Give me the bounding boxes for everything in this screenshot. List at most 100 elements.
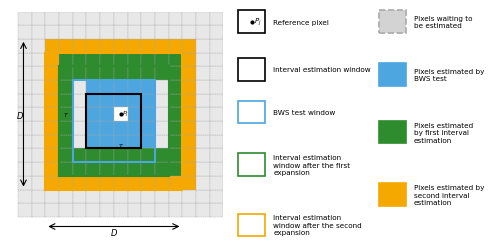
- Bar: [196, 94, 209, 108]
- Bar: [73, 190, 86, 203]
- Bar: [196, 190, 209, 203]
- Bar: [114, 67, 128, 81]
- Bar: [86, 12, 100, 26]
- Bar: [182, 204, 196, 217]
- Bar: [59, 81, 73, 94]
- Bar: [128, 67, 141, 81]
- Bar: [18, 122, 32, 135]
- Bar: [18, 108, 32, 122]
- Bar: [128, 108, 141, 122]
- Bar: [155, 122, 168, 135]
- Bar: [32, 26, 46, 40]
- Bar: [378, 64, 406, 86]
- Bar: [32, 81, 46, 94]
- Bar: [238, 214, 265, 236]
- Bar: [32, 122, 46, 135]
- Bar: [155, 40, 168, 54]
- Bar: [73, 67, 86, 81]
- Bar: [182, 162, 196, 176]
- Bar: [196, 204, 209, 217]
- Bar: [168, 149, 182, 162]
- Bar: [168, 204, 182, 217]
- Bar: [210, 135, 224, 149]
- Bar: [100, 54, 114, 67]
- Bar: [18, 67, 32, 81]
- Bar: [18, 54, 32, 67]
- Bar: [86, 162, 100, 176]
- Bar: [182, 40, 196, 54]
- Text: Interval estimation
window after the first
expansion: Interval estimation window after the fir…: [273, 154, 350, 176]
- Bar: [114, 81, 128, 94]
- Bar: [59, 176, 73, 190]
- Bar: [114, 135, 128, 149]
- Bar: [182, 135, 196, 149]
- Bar: [59, 26, 73, 40]
- Bar: [128, 176, 141, 190]
- Bar: [141, 26, 155, 40]
- Bar: [128, 40, 141, 54]
- Bar: [100, 135, 114, 149]
- Text: Interval estimation
window after the second
expansion: Interval estimation window after the sec…: [273, 214, 362, 236]
- Bar: [168, 190, 182, 203]
- Bar: [32, 190, 46, 203]
- Bar: [18, 204, 32, 217]
- Bar: [86, 54, 100, 67]
- Bar: [100, 122, 114, 135]
- Bar: [168, 176, 182, 190]
- Bar: [155, 94, 168, 108]
- Bar: [182, 67, 196, 81]
- Bar: [128, 81, 141, 94]
- Bar: [46, 122, 59, 135]
- Bar: [141, 12, 155, 26]
- Bar: [32, 67, 46, 81]
- Bar: [238, 11, 265, 34]
- Bar: [18, 40, 32, 54]
- Bar: [168, 122, 182, 135]
- Bar: [141, 122, 155, 135]
- Bar: [86, 40, 100, 54]
- Bar: [210, 204, 224, 217]
- Bar: [100, 204, 114, 217]
- Text: $D$: $D$: [16, 109, 24, 120]
- Bar: [141, 190, 155, 203]
- Bar: [168, 26, 182, 40]
- Bar: [128, 204, 141, 217]
- Bar: [182, 26, 196, 40]
- Bar: [18, 162, 32, 176]
- Bar: [155, 81, 168, 94]
- Bar: [73, 26, 86, 40]
- Bar: [210, 40, 224, 54]
- Bar: [32, 135, 46, 149]
- Bar: [73, 162, 86, 176]
- Bar: [73, 149, 86, 162]
- Bar: [182, 12, 196, 26]
- Bar: [100, 67, 114, 81]
- Text: $D$: $D$: [110, 226, 118, 237]
- Bar: [32, 149, 46, 162]
- Bar: [86, 108, 100, 122]
- Bar: [378, 184, 406, 206]
- Bar: [46, 67, 59, 81]
- Bar: [168, 108, 182, 122]
- Bar: [100, 190, 114, 203]
- Bar: [86, 122, 100, 135]
- Text: Pixels estimated
by first interval
estimation: Pixels estimated by first interval estim…: [414, 122, 473, 143]
- Bar: [196, 108, 209, 122]
- Bar: [86, 67, 100, 81]
- Bar: [73, 122, 86, 135]
- Bar: [155, 54, 168, 67]
- Bar: [18, 12, 32, 26]
- Bar: [182, 108, 196, 122]
- Bar: [141, 108, 155, 122]
- Bar: [59, 67, 168, 176]
- Bar: [32, 176, 46, 190]
- Text: $T$: $T$: [118, 142, 124, 150]
- Bar: [18, 149, 32, 162]
- Bar: [114, 176, 128, 190]
- Bar: [73, 204, 86, 217]
- Bar: [210, 176, 224, 190]
- Bar: [210, 94, 224, 108]
- Bar: [86, 190, 100, 203]
- Bar: [100, 176, 114, 190]
- Bar: [196, 54, 209, 67]
